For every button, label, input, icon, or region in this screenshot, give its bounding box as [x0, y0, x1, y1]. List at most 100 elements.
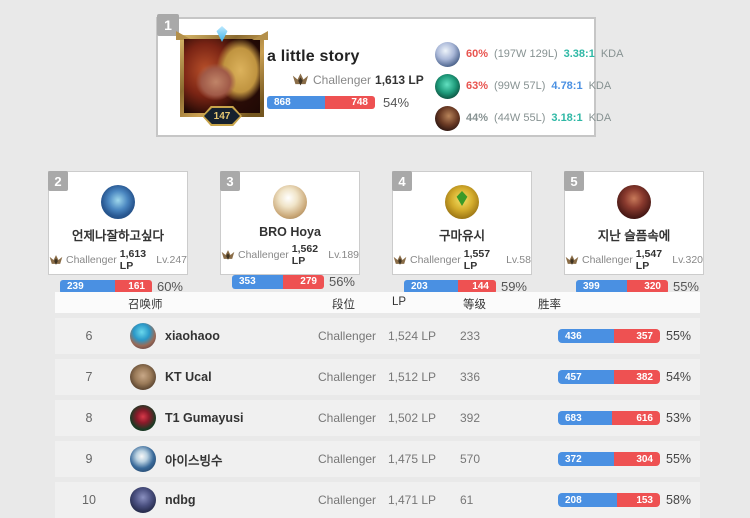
winrate-value: 54% [666, 370, 692, 384]
winrate-value: 55% [666, 452, 692, 466]
champion-winrate: 63% [466, 80, 489, 92]
rank3-player-card[interactable]: 3 BRO Hoya Challenger 1,562 LP Lv.189 35… [220, 171, 360, 289]
winloss-row: 683 616 53% [558, 400, 691, 436]
loss-segment: 357 [614, 329, 660, 343]
summoner-avatar[interactable] [130, 446, 156, 472]
table-row[interactable]: 9 아이스빙수 Challenger 1,475 LP 570 372 304 … [55, 441, 700, 477]
winloss-bar: 353 279 [232, 274, 324, 289]
rank-number: 9 [85, 452, 93, 466]
summoner-name[interactable]: 구마유시 [438, 229, 485, 243]
lp-value: 1,471 LP [388, 493, 437, 507]
champion-icon[interactable] [435, 41, 460, 67]
summoner-name[interactable]: xiaohaoo [165, 329, 220, 343]
challenger-crest-icon [49, 255, 63, 265]
rank1-player-card[interactable]: 1 147 a little story Challenger 1,613 LP… [156, 14, 623, 137]
rank2-player-card[interactable]: 2 언제나잘하고싶다 Challenger 1,613 LP Lv.247 23… [48, 171, 188, 294]
champion-kda-ratio: 3.38:1 [563, 48, 595, 60]
rank-number: 8 [85, 411, 93, 425]
champion-kda-ratio: 3.18:1 [551, 112, 583, 124]
level-value: 336 [460, 370, 481, 384]
summoner-avatar[interactable] [445, 185, 479, 219]
tier-line: Challenger 1,613 LP [292, 72, 424, 87]
losses-count: 357 [636, 330, 653, 342]
header-summoner: 召唤师 [128, 299, 163, 311]
lp-value: 1,547 LP [635, 248, 663, 272]
summoner-name[interactable]: ndbg [165, 493, 196, 507]
winloss-row: 457 382 54% [558, 359, 691, 395]
challenger-crest-icon [221, 250, 235, 260]
table-row[interactable]: 10 ndbg Challenger 1,471 LP 61 208 153 5… [55, 482, 700, 518]
wins-count: 457 [565, 371, 582, 383]
summoner-avatar[interactable] [130, 364, 156, 390]
win-segment: 203 [404, 279, 458, 294]
champion-icon[interactable] [435, 105, 460, 131]
loss-segment: 616 [611, 411, 660, 425]
tier-label: Challenger [66, 254, 117, 266]
summoner-name[interactable]: T1 Gumayusi [165, 411, 244, 425]
champion-winrate: 60% [466, 48, 489, 60]
winloss-row: 399 320 55% [576, 279, 699, 294]
win-segment: 399 [576, 279, 628, 294]
lp-value: 1,613 LP [119, 248, 147, 272]
level-value: 570 [460, 452, 481, 466]
winrate-value: 59% [500, 279, 527, 294]
summoner-name[interactable]: KT Ucal [165, 370, 212, 384]
winloss-bar: 683 616 [558, 411, 660, 425]
winloss-row: 436 357 55% [558, 318, 691, 354]
summoner-avatar[interactable] [617, 185, 651, 219]
lp-value: 1,475 LP [388, 452, 437, 466]
losses-count: 161 [128, 281, 145, 292]
summoner-avatar[interactable] [273, 185, 307, 219]
tier-label: Challenger [582, 254, 633, 266]
wins-count: 868 [274, 97, 291, 108]
summoner-avatar[interactable] [101, 185, 135, 219]
rank5-player-card[interactable]: 5 지난 슬픔속에 Challenger 1,547 LP Lv.320 399… [564, 171, 704, 294]
winloss-row: 353 279 56% [232, 274, 355, 289]
loss-segment: 748 [324, 96, 375, 109]
champion-portrait[interactable]: 147 [180, 26, 264, 126]
summoner-name[interactable]: BRO Hoya [259, 225, 321, 239]
winloss-row: 208 153 58% [558, 482, 691, 518]
champion-winrate: 44% [466, 112, 489, 124]
winloss-bar: 457 382 [558, 370, 660, 384]
table-row[interactable]: 6 xiaohaoo Challenger 1,524 LP 233 436 3… [55, 318, 700, 354]
wins-count: 353 [239, 276, 256, 287]
summoner-avatar[interactable] [130, 323, 156, 349]
wins-count: 683 [565, 412, 582, 424]
winrate-value: 54% [383, 95, 410, 110]
rank-number: 7 [85, 370, 93, 384]
rank4-player-card[interactable]: 4 구마유시 Challenger 1,557 LP Lv.58 203 144… [392, 171, 532, 294]
ladder-table: 召唤师 段位 LP 等级 胜率 6 xiaohaoo Challenger 1,… [55, 292, 700, 518]
table-row[interactable]: 7 KT Ucal Challenger 1,512 LP 336 457 38… [55, 359, 700, 395]
losses-count: 748 [351, 97, 368, 108]
rank-badge: 4 [392, 171, 412, 191]
level-value: Lv.189 [328, 249, 359, 261]
rank-badge: 2 [48, 171, 68, 191]
wins-count: 203 [411, 281, 428, 292]
winloss-bar: 208 153 [558, 493, 660, 507]
winloss-row: 239 161 60% [60, 279, 183, 294]
level-value: Lv.247 [156, 254, 187, 266]
winloss-row: 372 304 55% [558, 441, 691, 477]
level-value: Lv.320 [672, 254, 703, 266]
champion-stat-row: 63% (99W 57L) 4.78:1 KDA [435, 70, 623, 102]
summoner-name[interactable]: 언제나잘하고싶다 [71, 229, 164, 243]
loss-segment: 320 [627, 279, 668, 294]
summoner-name[interactable]: 지난 슬픔속에 [597, 229, 671, 243]
table-row[interactable]: 8 T1 Gumayusi Challenger 1,502 LP 392 68… [55, 400, 700, 436]
loss-segment: 304 [614, 452, 660, 466]
summoner-avatar[interactable] [130, 405, 156, 431]
summoner-name[interactable]: 아이스빙수 [165, 453, 223, 468]
summoner-avatar[interactable] [130, 487, 156, 513]
champion-record: (99W 57L) [494, 80, 546, 92]
rank-badge: 1 [157, 14, 179, 36]
champion-icon[interactable] [435, 73, 460, 99]
winloss-bar: 203 144 [404, 279, 496, 294]
loss-segment: 153 [616, 493, 660, 507]
kda-label: KDA [600, 48, 624, 60]
lp-value: 1,613 LP [375, 72, 424, 87]
summoner-name[interactable]: a little story [267, 48, 360, 65]
header-level: 等级 [463, 299, 486, 311]
losses-count: 320 [644, 281, 661, 292]
